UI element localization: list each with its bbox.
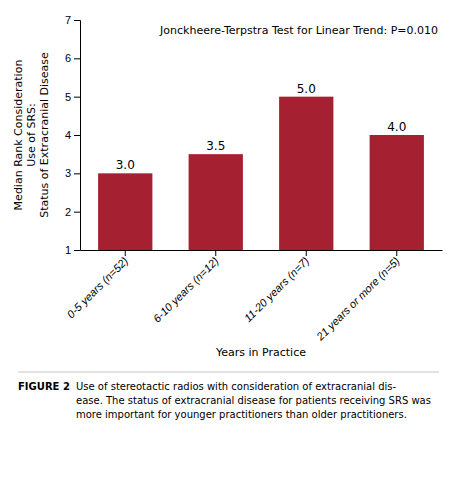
- data-label: 5.0: [297, 82, 316, 96]
- tick-label: 3: [65, 167, 71, 179]
- tick: 6: [65, 52, 80, 64]
- annotation: Jonckheere-Terpstra Test for Linear Tren…: [159, 24, 438, 37]
- tick-mark: [74, 58, 80, 59]
- tick: 7: [65, 14, 80, 26]
- axis-line: [74, 21, 81, 251]
- tick-mark: [74, 20, 80, 21]
- tick-mark: [306, 250, 307, 256]
- data-labels: 3.0 3.5 5.0 4.0: [116, 82, 407, 173]
- tick: 6-10 years (n=12): [151, 250, 221, 325]
- tick-label: 6: [65, 52, 71, 64]
- tick-label: 1: [65, 244, 71, 256]
- tick-label: 2: [65, 206, 71, 218]
- y-axis: 1 2 3 4 5 6 7: [65, 14, 81, 256]
- tick-label: 0-5 years (n=52): [65, 254, 131, 320]
- tick-label: 21 years or more (n=5): [313, 254, 402, 343]
- tick-mark: [74, 173, 80, 174]
- data-label: 4.0: [387, 120, 406, 134]
- tick-mark: [74, 97, 80, 98]
- plot-area: 1 2 3 4 5 6 7 0-5 years (n=52) 6-10 years (n=12)…: [65, 14, 443, 343]
- data-label: 3.0: [116, 158, 135, 172]
- tick-label: 5: [65, 91, 71, 103]
- tick: 5: [65, 91, 80, 103]
- caption: ease. The status of extracranial disease…: [76, 395, 431, 406]
- tick-label: 4: [65, 129, 71, 141]
- caption: Use of stereotactic radios with consider…: [76, 381, 396, 392]
- y-axis-title: Status of Extracranial Disease: [38, 52, 51, 218]
- tick-mark: [74, 135, 80, 136]
- caption-label: FIGURE 2: [18, 381, 70, 392]
- y-axis-title: Median Rank Consideration: [12, 60, 25, 211]
- bars: [98, 97, 424, 250]
- separator: [18, 372, 439, 373]
- tick-mark: [125, 250, 126, 256]
- bar: [370, 135, 424, 250]
- tick: 11-20 years (n=7): [242, 250, 312, 324]
- data-label: 3.5: [206, 139, 225, 153]
- tick: 2: [65, 206, 80, 218]
- tick: 3: [65, 167, 80, 179]
- bar: [189, 154, 243, 250]
- tick-label: 11-20 years (n=7): [242, 254, 312, 324]
- bar: [98, 173, 152, 250]
- tick: 21 years or more (n=5): [313, 250, 402, 343]
- chart: 1 2 3 4 5 6 7 0-5 years (n=52) 6-10 years (n=12)…: [0, 0, 457, 480]
- tick-label: 7: [65, 14, 71, 26]
- x-axis: 0-5 years (n=52) 6-10 years (n=12) 11-20 y…: [65, 250, 443, 343]
- x-axis-title: Years in Practice: [215, 346, 306, 359]
- bar: [279, 97, 333, 250]
- tick: 0-5 years (n=52): [65, 250, 131, 320]
- tick-mark: [215, 250, 216, 256]
- caption: more important for younger practitioners…: [76, 409, 407, 420]
- tick: 4: [65, 129, 80, 141]
- tick-label: 6-10 years (n=12): [151, 254, 221, 324]
- y-axis-title: Use of SRS:: [25, 103, 38, 166]
- axis-line: [81, 250, 443, 251]
- tick-mark: [396, 250, 397, 256]
- tick-mark: [74, 250, 80, 251]
- tick-mark: [74, 212, 80, 213]
- tick: 1: [65, 244, 80, 256]
